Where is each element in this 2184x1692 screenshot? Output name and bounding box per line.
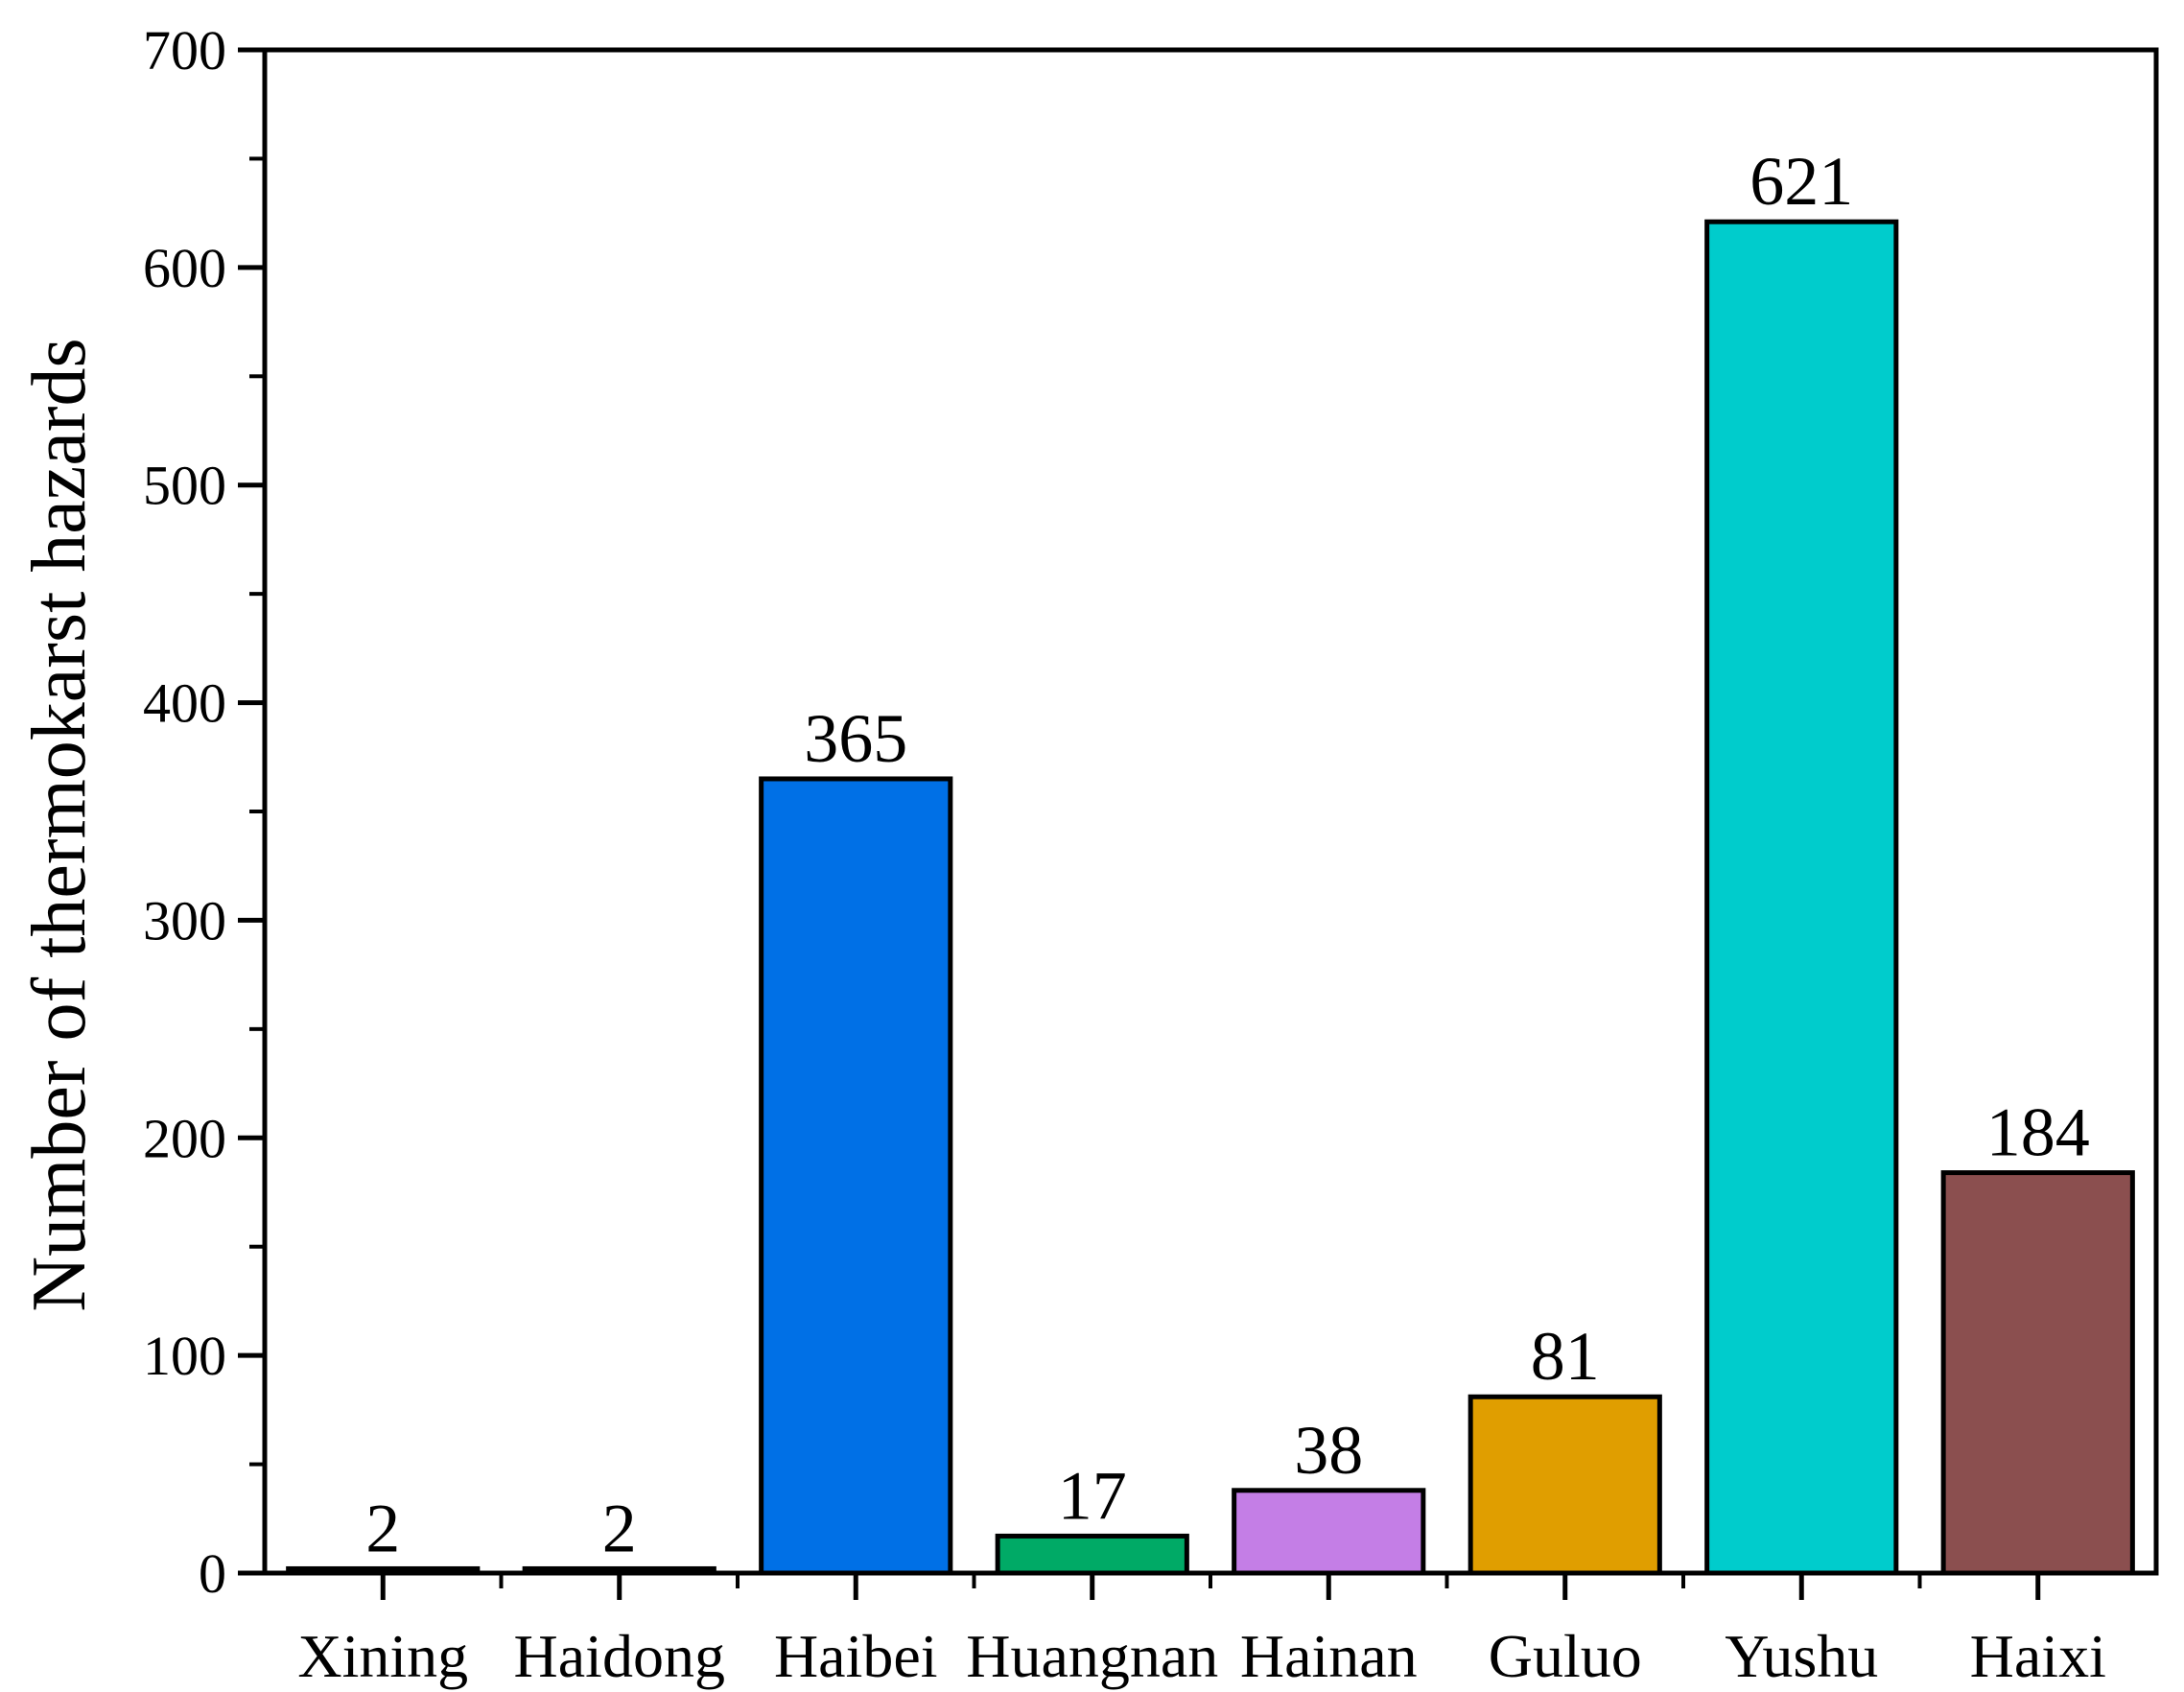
y-tick-label: 100 (143, 1325, 226, 1387)
x-tick-label-haidong: Haidong (514, 1622, 725, 1690)
axes: 0 100 200 300 400 500 600 700 Xining Haidong Haibe… (143, 19, 2159, 1690)
y-tick-label: 300 (143, 889, 226, 952)
bar-huangnan (995, 1533, 1189, 1576)
x-tick-label-yushu: Yushu (1725, 1622, 1878, 1690)
bar-yushu (1704, 219, 1899, 1576)
data-label-huangnan: 17 (1058, 1457, 1127, 1534)
data-label-guluo: 81 (1531, 1318, 1600, 1395)
y-tick-label: 600 (143, 237, 226, 299)
data-label-haibei: 365 (804, 700, 907, 777)
data-label-haidong: 2 (602, 1490, 637, 1566)
bar-guluo (1468, 1394, 1662, 1576)
y-tick-label: 400 (143, 672, 226, 735)
y-tick-label: 700 (143, 19, 226, 82)
x-tick-label-hainan: Hainan (1240, 1622, 1418, 1690)
data-label-xining: 2 (365, 1490, 400, 1566)
data-label-hainan: 38 (1294, 1412, 1363, 1489)
bars (286, 219, 2135, 1576)
y-tick-label: 0 (199, 1542, 226, 1605)
bar-haixi (1940, 1170, 2135, 1576)
x-tick-label-guluo: Guluo (1489, 1622, 1642, 1690)
y-tick-label: 500 (143, 455, 226, 517)
bar-hainan (1232, 1488, 1426, 1576)
data-labels: 2 2 365 17 38 81 621 184 (365, 143, 2090, 1566)
x-tick-label-haixi: Haixi (1970, 1622, 2106, 1690)
x-tick-label-huangnan: Huangnan (966, 1622, 1218, 1690)
data-label-yushu: 621 (1750, 143, 1853, 220)
data-label-haixi: 184 (1986, 1094, 2090, 1171)
bar-haibei (759, 776, 953, 1576)
x-tick-label-haibei: Haibei (774, 1622, 938, 1690)
y-axis-title: Number of thermokarst hazards (17, 338, 102, 1311)
y-tick-label: 200 (143, 1107, 226, 1169)
x-tick-label-xining: Xining (297, 1622, 468, 1690)
